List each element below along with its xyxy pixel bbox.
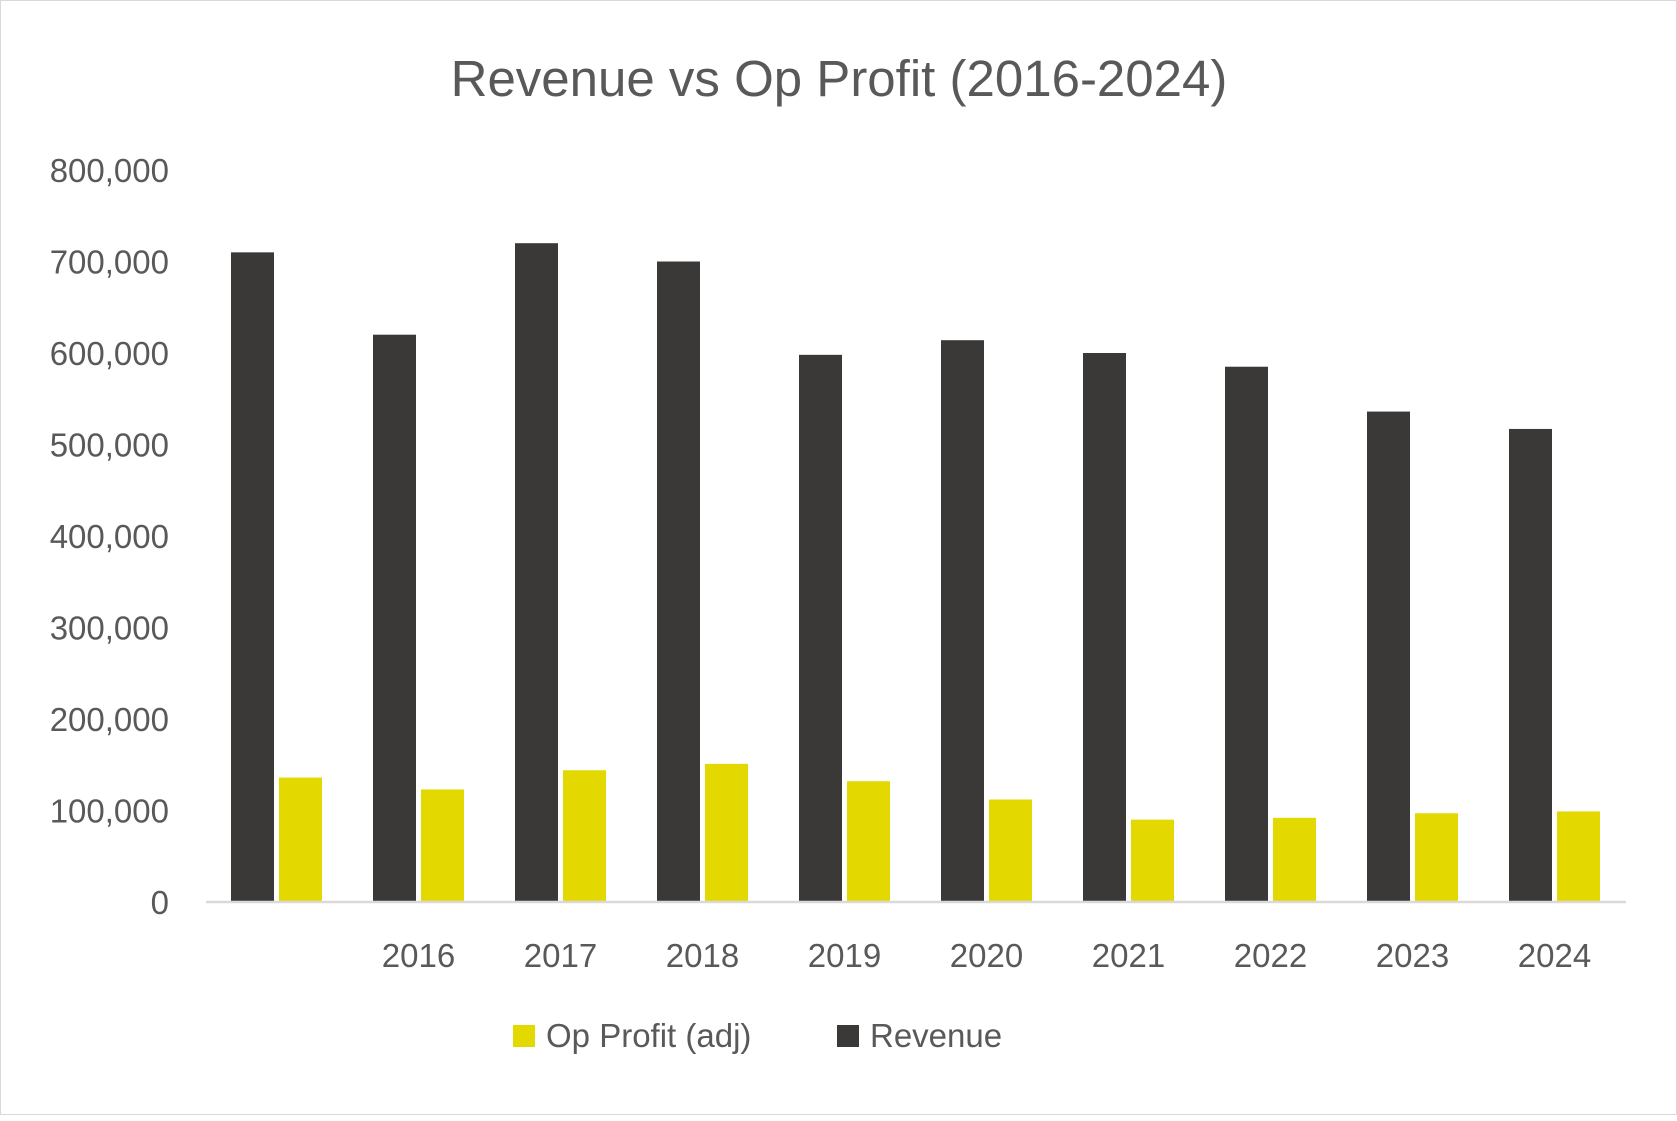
bar-revenue: [657, 261, 700, 902]
x-axis-ticks: 2016 2017 2018 2019 2020 2021 2022 2023 2024: [382, 937, 1591, 974]
bar-op-profit: [563, 770, 606, 902]
x-tick-label: 2021: [1092, 937, 1165, 974]
y-tick-label: 500,000: [50, 427, 169, 464]
bar-revenue: [1367, 411, 1410, 902]
y-tick-label: 600,000: [50, 335, 169, 372]
y-tick-label: 200,000: [50, 701, 169, 738]
bar-op-profit: [989, 799, 1032, 902]
bar-revenue: [941, 340, 984, 902]
y-tick-label: 400,000: [50, 518, 169, 555]
x-tick-label: 2018: [666, 937, 739, 974]
y-tick-label: 300,000: [50, 610, 169, 647]
legend-swatch-revenue: [837, 1025, 859, 1047]
bar-revenue: [1509, 428, 1552, 902]
x-tick-label: 2023: [1376, 937, 1449, 974]
bar-revenue: [1083, 353, 1126, 902]
y-axis-ticks: 0 100,000 200,000 300,000 400,000 500,000 600,…: [50, 152, 169, 921]
legend-label-op-profit: Op Profit (adj): [546, 1017, 751, 1054]
y-tick-label: 0: [151, 884, 169, 921]
bar-op-profit: [279, 777, 322, 902]
legend-swatch-op-profit: [513, 1025, 535, 1047]
bar-op-profit: [421, 789, 464, 902]
y-tick-label: 100,000: [50, 793, 169, 830]
bars: [231, 243, 1600, 903]
bar-op-profit: [1557, 811, 1600, 902]
x-tick-label: 2022: [1234, 937, 1307, 974]
bar-op-profit: [1131, 819, 1174, 902]
y-tick-label: 800,000: [50, 152, 169, 189]
bar-op-profit: [1273, 817, 1316, 902]
bar-op-profit: [847, 781, 890, 902]
x-tick-label: 2017: [524, 937, 597, 974]
bar-revenue: [799, 354, 842, 903]
x-tick-label: 2016: [382, 937, 455, 974]
bar-op-profit: [1415, 813, 1458, 902]
bar-revenue: [515, 243, 558, 902]
bar-revenue: [373, 334, 416, 902]
x-tick-label: 2024: [1518, 937, 1591, 974]
chart-title: Revenue vs Op Profit (2016-2024): [451, 50, 1228, 107]
legend-label-revenue: Revenue: [870, 1017, 1002, 1054]
legend: Op Profit (adj) Revenue: [513, 1017, 1002, 1054]
bar-revenue: [1225, 366, 1268, 903]
bar-op-profit: [705, 763, 748, 902]
x-tick-label: 2020: [950, 937, 1023, 974]
x-tick-label: 2019: [808, 937, 881, 974]
bar-revenue: [231, 252, 274, 903]
y-tick-label: 700,000: [50, 244, 169, 281]
